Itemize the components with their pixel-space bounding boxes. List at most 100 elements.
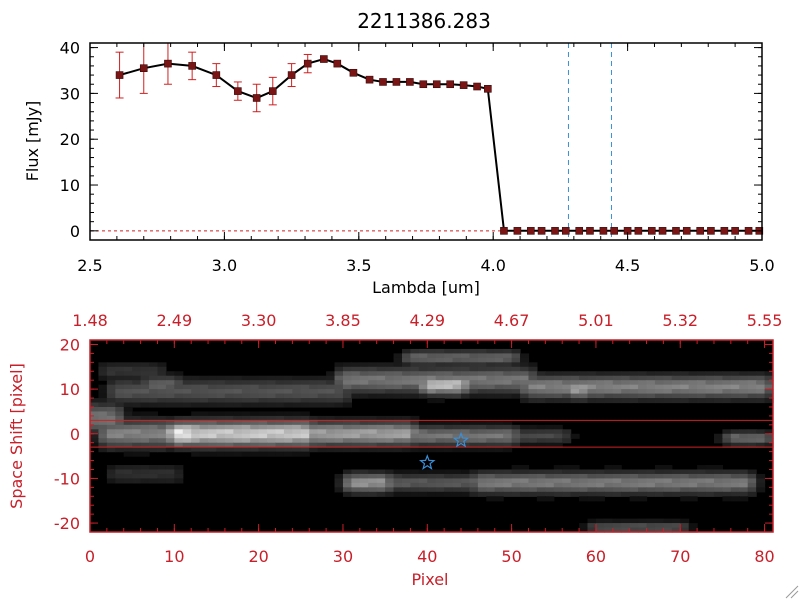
image-pixel [334,371,344,377]
image-pixel [368,469,378,475]
image-pixel [283,442,293,448]
image-pixel [494,442,504,448]
image-pixel [267,380,277,386]
image-pixel [267,389,277,395]
image-pixel [326,415,336,421]
image-pixel [309,402,319,408]
flux-data-point [115,71,124,79]
image-pixel [427,380,437,386]
image-pixel [671,393,681,399]
image-pixel [123,406,133,413]
image-pixel [283,402,293,408]
image-pixel [477,433,487,439]
image-pixel [435,478,445,484]
image-pixel [595,469,605,475]
image-pixel [106,371,116,377]
image-pixel [764,371,774,377]
image-pixel [132,473,142,480]
image-pixel [435,353,445,359]
image-pixel [528,389,538,395]
image-pixel [528,473,538,480]
image-pixel [520,366,530,372]
image-pixel [199,398,209,404]
image-pixel [427,420,437,426]
image-pixel [697,393,707,399]
image-pixel [646,375,656,381]
image-pixel [275,411,285,417]
image-pixel [123,415,133,421]
image-pixel [309,375,319,381]
image-pixel [182,424,192,430]
image-pixel [477,473,487,480]
image-pixel [140,411,150,417]
image-pixel [376,473,386,480]
image-pixel [520,357,530,363]
image-pixel [98,393,108,399]
image-pixel [283,451,293,457]
image-pixel [730,375,740,381]
image-pixel [149,429,159,435]
image-pixel [233,384,243,390]
image-pixel [132,420,142,426]
image-pixel [654,375,664,381]
image-pixel [326,375,336,381]
image-pixel [208,424,218,430]
image-pixel [393,384,403,390]
image-pixel [149,398,159,404]
image-pixel [654,478,664,484]
image-pixel [688,380,698,386]
image-pixel [90,442,100,448]
image-pixel [98,415,108,421]
image-pixel [410,353,420,359]
image-pixel [106,469,116,475]
image-pixel [208,411,218,417]
image-pixel [233,375,243,381]
image-pixel [191,429,201,435]
image-pixel [461,371,471,377]
image-pixel [595,523,605,529]
image-pixel [469,371,479,377]
image-pixel [241,442,251,448]
image-pixel [292,402,302,408]
image-pixel [520,353,530,359]
image-pixel [612,393,622,399]
image-pixel [376,442,386,448]
image-pixel [157,393,167,399]
image-pixel [520,482,530,488]
image-pixel [241,451,251,457]
image-pixel [646,469,656,475]
image-pixel [351,447,361,453]
flux-data-point [551,227,559,235]
spectrum-x-tick-label: 4.5 [615,256,640,275]
image-pixel [511,478,521,484]
image-pixel [444,384,454,390]
image-pixel [545,380,555,386]
image-pixel [165,433,175,439]
image-pixel [722,371,732,377]
image-pixel [98,411,108,417]
image-pixel [368,380,378,386]
image-pixel [663,482,673,488]
image-pixel [106,375,116,381]
image-pixel [435,487,445,493]
image-pixel [418,469,428,475]
image-pixel [115,447,125,453]
image-pixel [292,380,302,386]
image-pixel [401,478,412,484]
image-pixel [553,424,563,430]
image-pixel [393,473,403,480]
image-pixel [545,393,555,399]
flux-data-point [575,227,584,235]
resize-grip-icon[interactable] [785,585,799,599]
image-pixel [368,366,378,372]
image-pixel [452,366,462,372]
image-pixel [250,402,260,408]
image-pixel [233,424,243,430]
image-pixel [275,402,285,408]
image-pixel [764,398,774,404]
image-pixel [267,384,277,390]
image-pixel [376,429,386,435]
image-pixel [258,433,268,439]
image-pixel [722,398,732,404]
